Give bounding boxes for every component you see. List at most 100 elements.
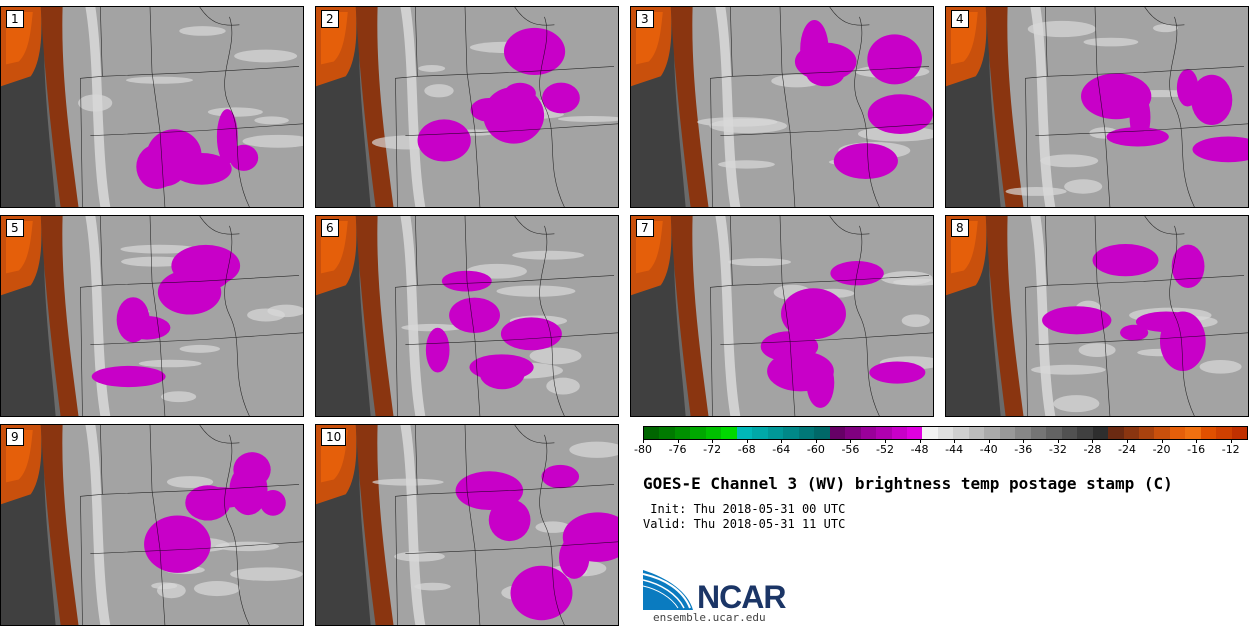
- colorbar-segment: [1139, 427, 1155, 439]
- colorbar-tick: [919, 440, 921, 443]
- panel-number-label: 7: [636, 219, 654, 237]
- colorbar-segment: [999, 427, 1016, 439]
- colorbar: [643, 426, 1248, 440]
- colorbar-segment: [736, 427, 753, 439]
- colorbar-segment: [1169, 427, 1186, 439]
- colorbar-tick-label: -32: [1048, 443, 1067, 456]
- website-link[interactable]: ensemble.ucar.edu: [653, 611, 766, 624]
- colorbar-segment: [984, 427, 1000, 439]
- colorbar-tick: [1127, 440, 1128, 443]
- colorbar-tick-label: -52: [876, 443, 894, 456]
- colorbar-tick: [954, 440, 956, 443]
- colorbar-segment: [721, 427, 737, 439]
- colorbar-tick: [781, 440, 783, 443]
- colorbar-tick-label: -36: [1014, 443, 1033, 456]
- colorbar-tickmarks: [643, 440, 1248, 444]
- ncar-logo-icon: [643, 570, 693, 610]
- init-time: Init: Thu 2018-05-31 00 UTC: [643, 502, 846, 516]
- map-panel-8: 8: [945, 215, 1249, 417]
- colorbar-segment: [814, 427, 830, 439]
- colorbar-segment: [937, 427, 954, 439]
- colorbar-tick-label: -64: [772, 443, 791, 456]
- colorbar-segment: [644, 427, 660, 439]
- colorbar-segment: [1030, 427, 1047, 439]
- colorbar-segment: [1216, 427, 1232, 439]
- colorbar-segment: [1092, 427, 1109, 439]
- colorbar-segment: [1200, 427, 1217, 439]
- colorbar-segment: [922, 427, 938, 439]
- colorbar-tick-label: -44: [945, 443, 964, 456]
- map-panel-9: 9: [0, 424, 304, 626]
- colorbar-tick: [1161, 440, 1163, 443]
- colorbar-tick-label: -20: [1152, 443, 1171, 456]
- panel-number-label: 4: [951, 10, 969, 28]
- colorbar-tick: [1057, 440, 1059, 443]
- colorbar-tick: [643, 440, 644, 443]
- colorbar-tick-label: -60: [806, 443, 825, 456]
- colorbar-tick: [850, 440, 852, 443]
- colorbar-tick-label: -56: [841, 443, 860, 456]
- colorbar-segment: [1015, 427, 1031, 439]
- colorbar-tick-label: -12: [1221, 443, 1240, 456]
- colorbar-tick-label: -72: [703, 443, 722, 456]
- colorbar-tick: [1092, 440, 1094, 443]
- colorbar-segment: [891, 427, 907, 439]
- colorbar-tick-label: -24: [1118, 443, 1136, 456]
- colorbar-segment: [1108, 427, 1124, 439]
- map-panel-7: 7: [630, 215, 934, 417]
- colorbar-tick-label: -16: [1187, 443, 1206, 456]
- colorbar-tick: [746, 440, 748, 443]
- colorbar-tick: [1230, 440, 1232, 443]
- colorbar-tick-label: -76: [668, 443, 687, 456]
- colorbar-segment: [829, 427, 846, 439]
- panel-number-label: 2: [321, 10, 339, 28]
- colorbar-segment: [1231, 427, 1248, 439]
- colorbar-tick: [988, 440, 990, 443]
- colorbar-segment: [906, 427, 923, 439]
- colorbar-segment: [1077, 427, 1093, 439]
- ncar-logo-text: NCAR: [697, 579, 786, 615]
- colorbar-tick: [677, 440, 679, 443]
- colorbar-segment: [752, 427, 768, 439]
- map-panel-1: 1: [0, 6, 304, 208]
- map-panel-10: 10: [315, 424, 619, 626]
- colorbar-tick-labels: -80 -76 -72 -68 -64 -60 -56 -52 -48 -44 -40 -36 -32 -…: [634, 443, 1248, 457]
- colorbar-tick: [815, 440, 817, 443]
- colorbar-segment: [1061, 427, 1078, 439]
- colorbar-tick-label: -48: [910, 443, 929, 456]
- colorbar-segment: [1185, 427, 1201, 439]
- map-panel-4: 4: [945, 6, 1249, 208]
- map-panel-3: 3: [630, 6, 934, 208]
- panel-number-label: 8: [951, 219, 969, 237]
- panel-number-label: 1: [6, 10, 24, 28]
- colorbar-segment: [968, 427, 985, 439]
- colorbar-tick-label: -68: [737, 443, 756, 456]
- panel-number-label: 5: [6, 219, 24, 237]
- map-panel-6: 6: [315, 215, 619, 417]
- colorbar-tick-label: -28: [1083, 443, 1102, 456]
- figure-title: GOES-E Channel 3 (WV) brightness temp po…: [643, 474, 1173, 493]
- colorbar-tick: [1023, 440, 1025, 443]
- colorbar-segment: [845, 427, 861, 439]
- colorbar-segment: [953, 427, 969, 439]
- colorbar-segment: [876, 427, 892, 439]
- panel-number-label: 9: [6, 428, 24, 446]
- colorbar-segment: [705, 427, 722, 439]
- map-panel-2: 2: [315, 6, 619, 208]
- colorbar-segment: [798, 427, 815, 439]
- colorbar-segment: [659, 427, 675, 439]
- colorbar-tick: [885, 440, 886, 443]
- colorbar-tick: [1196, 440, 1198, 443]
- colorbar-tick-label: -80: [634, 443, 652, 456]
- colorbar-segment: [674, 427, 691, 439]
- colorbar-segment: [690, 427, 706, 439]
- colorbar-segment: [860, 427, 877, 439]
- colorbar-tick-label: -40: [979, 443, 998, 456]
- colorbar-tick: [712, 440, 714, 443]
- valid-time: Valid: Thu 2018-05-31 11 UTC: [643, 517, 846, 531]
- colorbar-segment: [1046, 427, 1062, 439]
- panel-number-label: 6: [321, 219, 339, 237]
- colorbar-segment: [783, 427, 799, 439]
- panel-number-label: 3: [636, 10, 654, 28]
- colorbar-segment: [1154, 427, 1170, 439]
